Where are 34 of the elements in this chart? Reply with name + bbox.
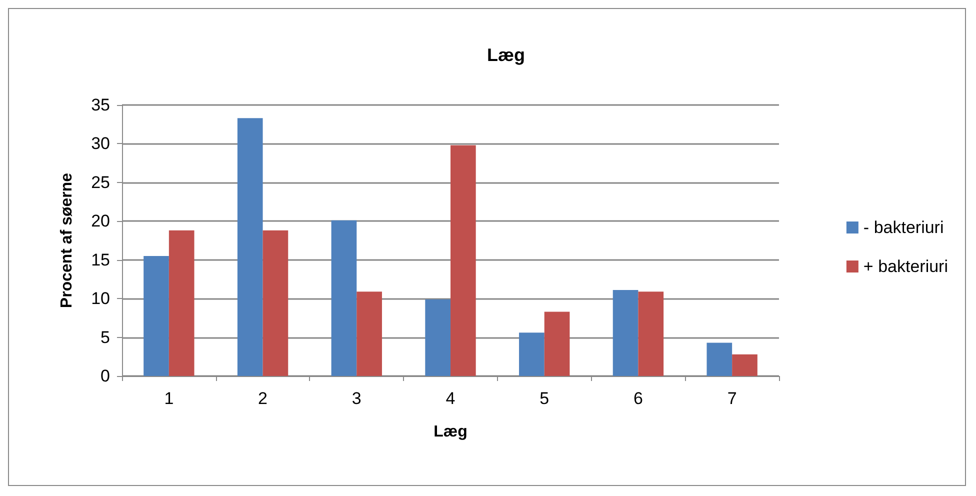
y-tick-label: 35 xyxy=(91,96,110,114)
bar xyxy=(356,292,382,376)
legend-label: + bakteriuri xyxy=(863,257,948,276)
y-tick-label: 30 xyxy=(91,134,110,154)
chart-title: Læg xyxy=(487,45,525,65)
bar xyxy=(331,220,357,376)
bar xyxy=(638,292,664,376)
bar xyxy=(168,230,194,376)
bar xyxy=(732,354,758,376)
y-tick-label: 10 xyxy=(91,289,110,308)
x-tick-label: 1 xyxy=(164,389,174,408)
bar xyxy=(144,256,169,376)
y-tick-label: 25 xyxy=(91,172,110,192)
x-tick-label: 4 xyxy=(446,389,456,408)
x-tick-label: 7 xyxy=(727,389,737,408)
bar xyxy=(519,332,544,376)
bar xyxy=(425,299,450,376)
bar xyxy=(262,230,288,376)
bar xyxy=(612,290,638,376)
x-tick-label: 2 xyxy=(258,389,268,408)
bar xyxy=(450,145,476,376)
y-tick-label: 20 xyxy=(91,212,110,231)
bar xyxy=(237,118,263,376)
y-tick-label: 15 xyxy=(91,250,110,270)
x-tick-label: 5 xyxy=(540,389,550,408)
y-axis-title: Procent af søerne xyxy=(58,172,76,308)
x-tick-label: 3 xyxy=(352,389,362,408)
y-tick-label: 5 xyxy=(100,328,110,347)
x-tick-label: 6 xyxy=(633,389,643,408)
bar xyxy=(544,312,570,376)
y-tick-label: 0 xyxy=(100,366,110,386)
bar xyxy=(706,342,732,376)
legend-label: - bakteriuri xyxy=(863,218,944,237)
x-axis-title: Læg xyxy=(434,424,468,440)
